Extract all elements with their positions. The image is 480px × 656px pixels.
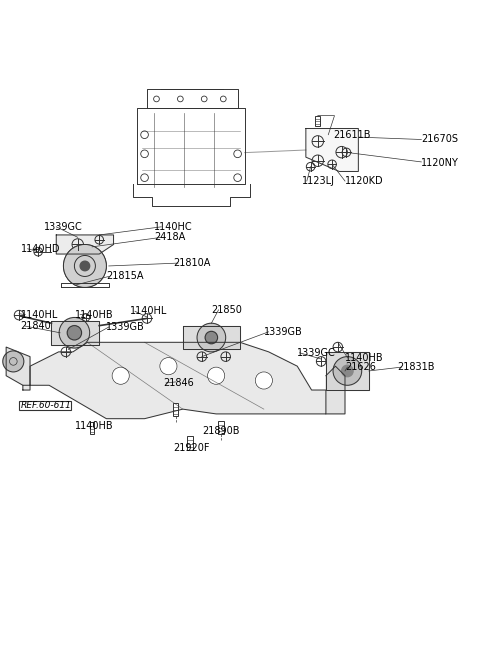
Text: 21920F: 21920F xyxy=(173,443,210,453)
Bar xyxy=(315,115,320,126)
Circle shape xyxy=(59,318,90,348)
Polygon shape xyxy=(6,347,30,385)
Text: 1140HC: 1140HC xyxy=(154,222,193,232)
Circle shape xyxy=(67,325,82,340)
Text: 21850: 21850 xyxy=(211,305,242,315)
Circle shape xyxy=(207,367,225,384)
Text: 1140HB: 1140HB xyxy=(345,352,384,363)
Text: 1140HB: 1140HB xyxy=(75,421,114,431)
Text: 21840: 21840 xyxy=(21,321,51,331)
Polygon shape xyxy=(183,325,240,350)
Circle shape xyxy=(3,351,24,372)
Text: 21670S: 21670S xyxy=(421,134,458,144)
Circle shape xyxy=(160,358,177,375)
Text: 21611B: 21611B xyxy=(333,130,371,140)
Circle shape xyxy=(197,323,226,352)
Circle shape xyxy=(80,261,90,271)
Text: 1140HB: 1140HB xyxy=(75,310,114,319)
Text: 1339GC: 1339GC xyxy=(297,348,336,358)
Text: 21626: 21626 xyxy=(345,362,376,372)
Circle shape xyxy=(255,372,273,389)
FancyBboxPatch shape xyxy=(19,401,71,410)
Text: 1140HL: 1140HL xyxy=(130,306,168,316)
Bar xyxy=(218,420,224,434)
Text: 21815A: 21815A xyxy=(107,272,144,281)
Polygon shape xyxy=(326,366,345,414)
Circle shape xyxy=(63,245,107,287)
Text: 1140HL: 1140HL xyxy=(21,310,58,319)
Text: 1339GB: 1339GB xyxy=(107,322,145,332)
Circle shape xyxy=(80,261,90,271)
Text: 21846: 21846 xyxy=(164,378,194,388)
Text: 21831B: 21831B xyxy=(397,362,435,372)
Text: 1120KD: 1120KD xyxy=(345,176,384,186)
Circle shape xyxy=(205,331,217,344)
Circle shape xyxy=(333,357,362,385)
Circle shape xyxy=(112,367,129,384)
Circle shape xyxy=(342,365,353,377)
Text: 2418A: 2418A xyxy=(154,232,185,242)
Bar xyxy=(187,436,193,450)
Text: 1339GB: 1339GB xyxy=(264,327,302,337)
Polygon shape xyxy=(51,321,99,344)
Text: 21810A: 21810A xyxy=(173,258,211,268)
Polygon shape xyxy=(326,352,369,390)
Text: 1339GC: 1339GC xyxy=(44,222,83,232)
Text: 1120NY: 1120NY xyxy=(421,158,459,169)
Text: 1123LJ: 1123LJ xyxy=(302,176,335,186)
Text: 1140HD: 1140HD xyxy=(21,244,60,254)
Text: 21890B: 21890B xyxy=(202,426,240,436)
Bar xyxy=(173,403,179,417)
Polygon shape xyxy=(23,342,326,419)
Bar xyxy=(90,422,95,434)
Polygon shape xyxy=(56,235,114,254)
Polygon shape xyxy=(306,129,359,171)
Text: REF.60-611: REF.60-611 xyxy=(21,401,72,410)
